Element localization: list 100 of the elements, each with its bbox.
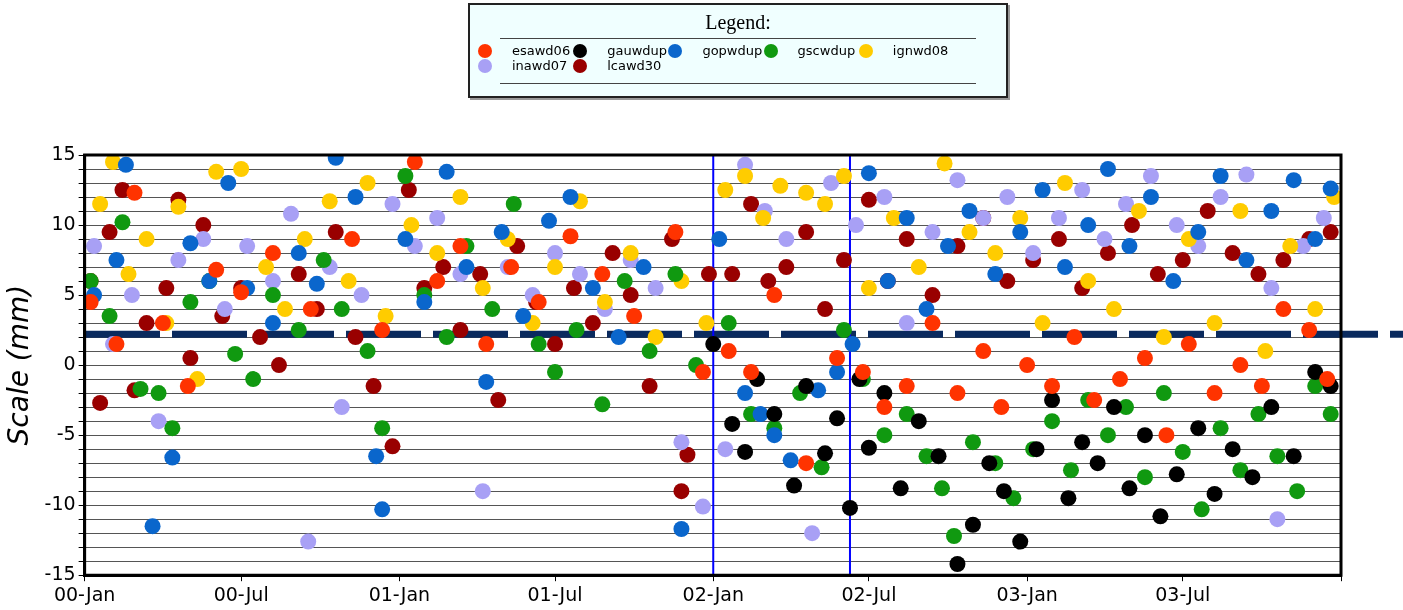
point	[961, 203, 978, 220]
point	[416, 294, 433, 311]
point	[1086, 392, 1103, 409]
x-tick-label: 02-Jan	[682, 582, 744, 605]
point	[876, 399, 893, 416]
point	[1152, 508, 1169, 525]
point	[406, 155, 423, 170]
point	[233, 161, 250, 178]
point	[717, 182, 734, 199]
point	[1269, 511, 1286, 528]
point	[452, 238, 469, 255]
y-tick-label: -10	[44, 492, 76, 515]
point	[766, 287, 783, 304]
point	[384, 196, 401, 213]
point	[778, 231, 795, 248]
point	[766, 427, 783, 444]
legend-label: esawd06	[512, 43, 571, 58]
point	[673, 520, 690, 537]
point	[344, 231, 361, 248]
point	[503, 259, 520, 276]
point	[1232, 203, 1249, 220]
point	[1025, 245, 1042, 262]
point	[117, 156, 134, 173]
point	[1322, 180, 1339, 197]
point	[374, 322, 391, 339]
point	[626, 308, 643, 325]
point	[374, 501, 391, 518]
point	[860, 439, 877, 456]
point	[84, 294, 99, 311]
point	[1257, 343, 1274, 360]
point	[910, 413, 927, 430]
legend-label: gopwdup	[702, 43, 763, 58]
x-tick-label: 03-Jul	[1155, 582, 1211, 605]
point	[493, 224, 510, 241]
point	[940, 238, 957, 255]
x-tick-label: 01-Jul	[527, 582, 583, 605]
point	[1034, 182, 1051, 199]
point	[841, 499, 858, 516]
point	[1044, 378, 1061, 395]
point	[179, 378, 196, 395]
point	[999, 189, 1016, 206]
x-tick-label: 02-Jul	[841, 582, 897, 605]
point	[1099, 161, 1116, 178]
point	[1044, 392, 1061, 409]
point	[798, 378, 815, 395]
point	[995, 483, 1012, 500]
x-tick-label: 00-Jan	[53, 582, 116, 605]
point	[949, 385, 966, 402]
point	[694, 498, 711, 515]
point	[860, 280, 877, 297]
point	[860, 165, 877, 182]
point	[949, 556, 966, 572]
point	[208, 261, 225, 278]
point	[300, 533, 317, 550]
y-tick-label: -5	[56, 422, 76, 445]
point	[1142, 189, 1159, 206]
point	[1080, 273, 1097, 290]
point	[1307, 231, 1324, 248]
point	[647, 329, 664, 346]
x-tick-label: 03-Jan	[996, 582, 1058, 605]
point	[277, 301, 293, 318]
point	[547, 245, 564, 262]
point	[772, 177, 789, 194]
point	[195, 231, 212, 248]
legend-label: ignwd08	[892, 43, 949, 58]
point	[1118, 196, 1135, 213]
point	[1050, 210, 1067, 227]
point	[1056, 259, 1073, 276]
point	[786, 477, 803, 494]
point	[458, 259, 475, 276]
point	[964, 516, 981, 533]
point	[126, 184, 143, 201]
point	[987, 266, 1004, 283]
point	[720, 343, 737, 360]
point	[1012, 210, 1029, 227]
point	[711, 231, 728, 248]
point	[353, 287, 370, 304]
point	[1307, 364, 1324, 381]
point	[737, 168, 754, 185]
point	[1096, 231, 1113, 248]
point	[1155, 329, 1172, 346]
point	[359, 175, 376, 192]
point	[138, 231, 155, 248]
point	[981, 455, 998, 472]
legend-label: gauwdup	[607, 43, 668, 58]
point	[1105, 301, 1122, 318]
point	[1060, 490, 1077, 507]
point	[377, 308, 394, 325]
point	[1136, 350, 1153, 367]
point	[1190, 420, 1207, 437]
point	[610, 329, 627, 346]
point	[804, 525, 821, 542]
point	[182, 235, 199, 252]
x-tick-label: 01-Jan	[368, 582, 431, 605]
point	[283, 205, 300, 222]
point	[1034, 315, 1051, 332]
point	[798, 184, 815, 201]
y-tick-label: 15	[51, 141, 76, 164]
point	[798, 455, 815, 472]
point	[1238, 166, 1255, 183]
